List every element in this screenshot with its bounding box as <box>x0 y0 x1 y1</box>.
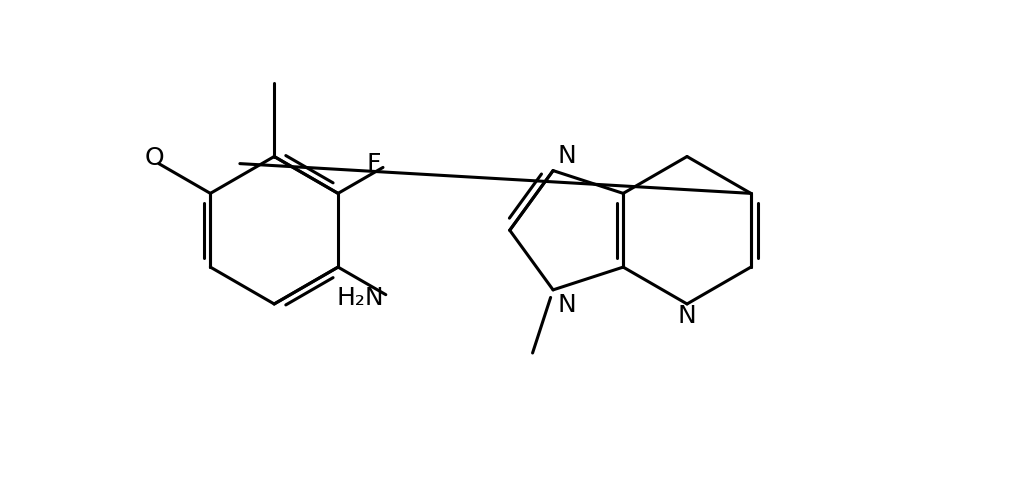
Text: F: F <box>366 152 381 176</box>
Text: O: O <box>144 146 164 170</box>
Text: H₂N: H₂N <box>336 286 385 310</box>
Text: N: N <box>558 293 577 317</box>
Text: N: N <box>678 304 697 328</box>
Text: N: N <box>558 143 577 168</box>
